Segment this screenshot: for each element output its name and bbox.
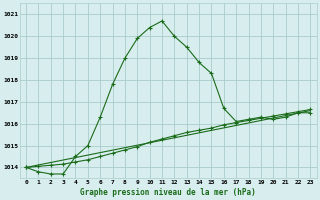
X-axis label: Graphe pression niveau de la mer (hPa): Graphe pression niveau de la mer (hPa) — [80, 188, 256, 197]
